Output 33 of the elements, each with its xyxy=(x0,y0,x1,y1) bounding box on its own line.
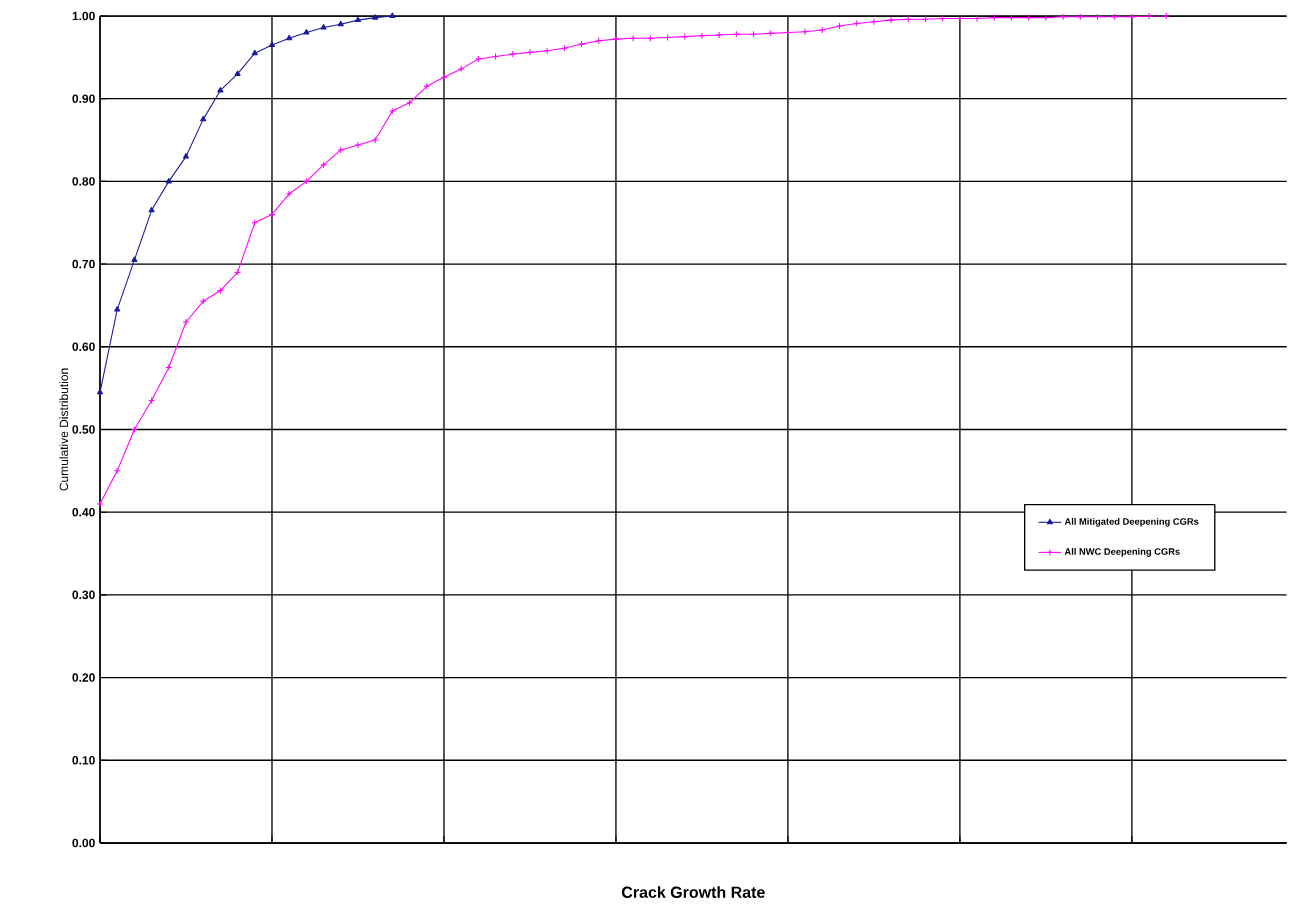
point xyxy=(200,115,207,122)
point xyxy=(286,34,293,41)
point xyxy=(114,306,121,312)
y-tick-label: 0.40 xyxy=(72,507,95,517)
point xyxy=(389,12,396,18)
point xyxy=(234,70,241,76)
y-tick-label: 0.90 xyxy=(72,94,95,103)
point xyxy=(96,388,104,395)
point xyxy=(320,24,327,30)
y-tick-label: 0.80 xyxy=(72,177,95,186)
y-tick-label: 0.00 xyxy=(72,838,95,848)
y-tick-label: 0.60 xyxy=(72,342,95,352)
point xyxy=(268,41,276,47)
point xyxy=(131,256,138,262)
y-tick-label: 0.50 xyxy=(72,425,95,434)
y-axis-title: Cumulative Distribution xyxy=(59,368,69,491)
legend-label: All Mitigated Deepening CGRs xyxy=(1064,517,1199,527)
point xyxy=(148,206,155,213)
point xyxy=(354,16,362,23)
y-tick-label: 0.30 xyxy=(72,590,95,600)
y-tick-label: 0.70 xyxy=(72,259,95,269)
point xyxy=(217,86,224,93)
point xyxy=(337,20,344,27)
point xyxy=(303,29,310,35)
point xyxy=(251,49,258,56)
legend-label: All NWC Deepening CGRs xyxy=(1064,548,1180,557)
y-tick-label: 0.10 xyxy=(72,756,95,765)
y-tick-label: 1.00 xyxy=(72,11,95,21)
y-tick-label: 0.20 xyxy=(72,673,95,682)
point xyxy=(182,153,190,159)
point xyxy=(165,177,172,184)
x-axis-title: Crack Growth Rate xyxy=(621,886,765,898)
point xyxy=(372,14,379,20)
